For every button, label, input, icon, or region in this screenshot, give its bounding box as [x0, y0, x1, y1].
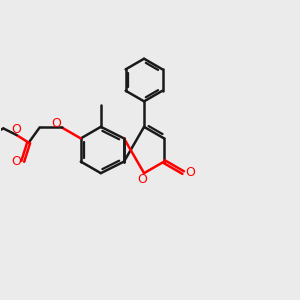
Text: O: O: [12, 123, 22, 136]
Text: O: O: [11, 155, 21, 168]
Text: O: O: [185, 166, 195, 179]
Text: O: O: [51, 117, 61, 130]
Text: O: O: [138, 173, 148, 186]
